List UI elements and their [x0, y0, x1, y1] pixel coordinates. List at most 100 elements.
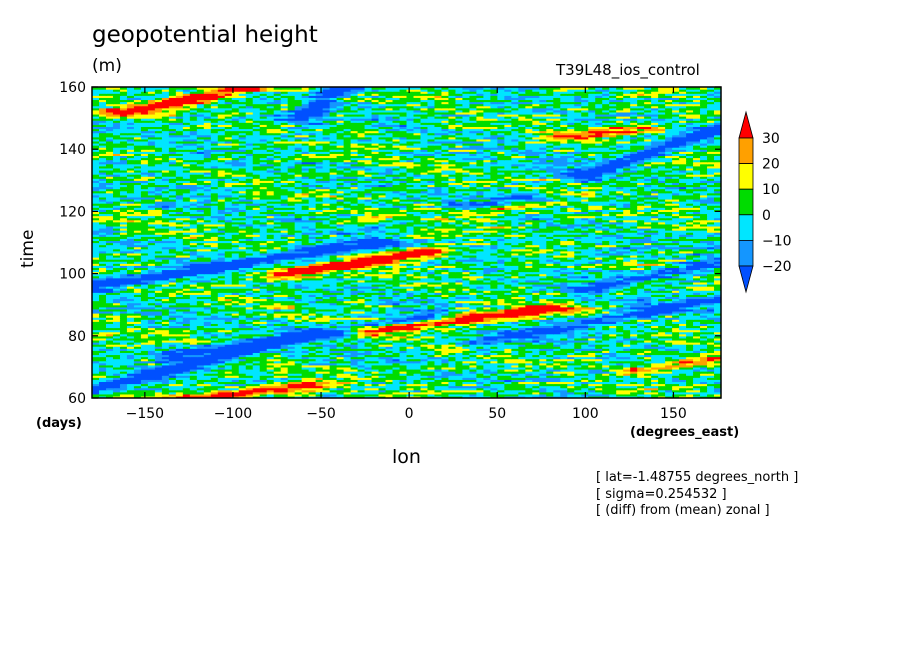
heatmap-cell [287, 325, 296, 329]
heatmap-cell [637, 317, 645, 320]
heatmap-cell [343, 327, 352, 331]
heatmap-cell [434, 323, 443, 327]
heatmap-cell [686, 292, 694, 295]
heatmap-cell [203, 296, 212, 300]
heatmap-cell [161, 346, 170, 349]
heatmap-cell [322, 335, 331, 339]
heatmap-cell [658, 323, 666, 327]
heatmap-cell [294, 356, 303, 360]
heatmap-cell [581, 327, 589, 331]
heatmap-cell [182, 323, 191, 327]
heatmap-cell [224, 339, 233, 343]
heatmap-cell [280, 310, 289, 314]
heatmap-cell [700, 288, 708, 291]
heatmap-cell [448, 377, 457, 380]
heatmap-cell [245, 377, 254, 380]
heatmap-cell [92, 294, 100, 297]
heatmap-cell [259, 387, 268, 391]
heatmap-cell [595, 354, 603, 358]
heatmap-cell [385, 358, 394, 362]
heatmap-cell [238, 283, 247, 287]
heatmap-cell [147, 331, 156, 335]
heatmap-cell [392, 292, 401, 295]
heatmap-cell [511, 300, 519, 304]
heatmap-cell [427, 321, 436, 324]
heatmap-cell [427, 395, 436, 398]
heatmap-cell [693, 286, 701, 289]
heatmap-cell [119, 335, 128, 339]
heatmap-cell [210, 306, 219, 310]
heatmap-cell [546, 310, 554, 314]
heatmap-cell [217, 377, 226, 380]
heatmap-cell [665, 308, 673, 312]
heatmap-cell [693, 335, 701, 339]
heatmap-cell [105, 360, 114, 364]
heatmap-cell [98, 317, 107, 320]
heatmap-cell [560, 288, 568, 291]
heatmap-cell [637, 344, 645, 347]
heatmap-cell [294, 342, 303, 345]
heatmap-cell [609, 373, 617, 376]
heatmap-cell [700, 317, 708, 320]
heatmap-cell [371, 327, 380, 331]
heatmap-cell [539, 352, 547, 356]
heatmap-cell [294, 391, 303, 395]
heatmap-cell [511, 315, 519, 318]
heatmap-cell [92, 383, 100, 387]
heatmap-cell [700, 290, 708, 293]
heatmap-cell [161, 368, 170, 372]
heatmap-cell [539, 298, 547, 302]
heatmap-cell [224, 337, 233, 341]
heatmap-cell [525, 317, 533, 320]
heatmap-cell [231, 298, 240, 302]
heatmap-cell [182, 296, 191, 300]
heatmap-cell [308, 366, 317, 370]
heatmap-cell [92, 381, 100, 385]
heatmap-cell [714, 348, 721, 351]
heatmap-cell [294, 286, 303, 289]
heatmap-cell [476, 387, 484, 391]
heatmap-cell [693, 306, 701, 310]
heatmap-cell [217, 288, 226, 291]
heatmap-cell [504, 346, 512, 349]
heatmap-cell [329, 364, 338, 368]
heatmap-cell [154, 325, 163, 329]
heatmap-cell [651, 325, 659, 329]
heatmap-cell [294, 344, 303, 347]
heatmap-cell [273, 375, 282, 378]
heatmap-cell [308, 377, 317, 380]
heatmap-cell [182, 304, 191, 308]
heatmap-cell [637, 306, 645, 310]
heatmap-cell [392, 300, 401, 304]
heatmap-cell [441, 362, 450, 366]
heatmap-cell [616, 306, 624, 310]
heatmap-cell [217, 385, 226, 389]
heatmap-cell [686, 308, 694, 312]
heatmap-cell [399, 308, 408, 312]
heatmap-cell [371, 368, 380, 372]
heatmap-cell [378, 393, 387, 397]
heatmap-cell [567, 283, 575, 287]
heatmap-cell [420, 300, 429, 304]
heatmap-cell [287, 371, 296, 374]
heatmap-cell [574, 331, 582, 335]
heatmap-cell [644, 356, 652, 360]
heatmap-cell [364, 312, 373, 316]
heatmap-cell [574, 329, 582, 333]
heatmap-cell [322, 387, 331, 391]
heatmap-cell [490, 290, 498, 293]
heatmap-cell [455, 292, 464, 295]
heatmap-cell [238, 281, 247, 285]
heatmap-cell [378, 319, 387, 322]
heatmap-cell [98, 373, 107, 376]
heatmap-cell [483, 288, 491, 291]
heatmap-cell [92, 321, 100, 324]
heatmap-cell [294, 292, 303, 295]
heatmap-cell [210, 362, 219, 366]
heatmap-cell [560, 385, 568, 389]
heatmap-cell [392, 360, 401, 364]
heatmap-cell [686, 342, 694, 345]
heatmap-cell [427, 337, 436, 341]
heatmap-cell [224, 288, 233, 291]
heatmap-cell [658, 375, 666, 378]
